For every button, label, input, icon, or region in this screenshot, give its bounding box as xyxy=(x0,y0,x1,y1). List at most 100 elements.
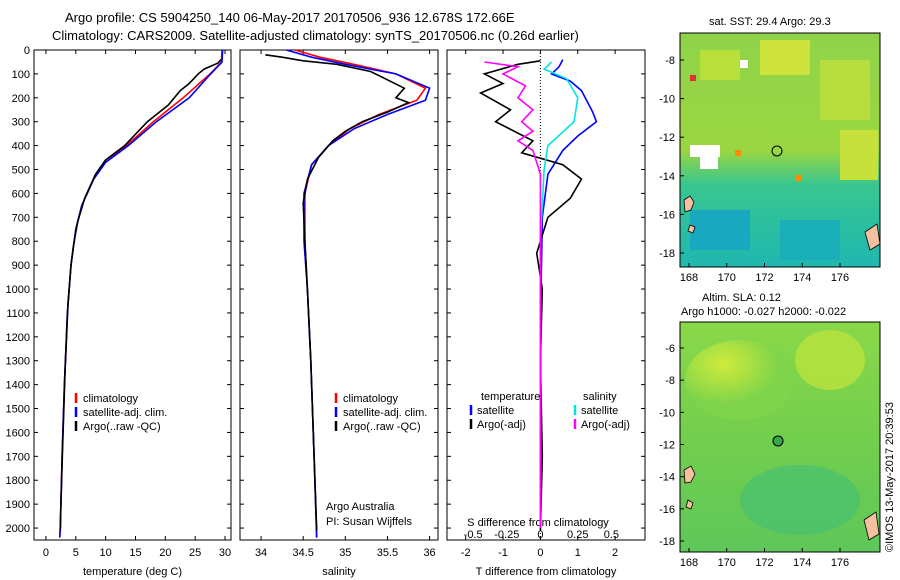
map-y-label: -16 xyxy=(659,209,675,221)
annotation-text: PI: Susan Wijffels xyxy=(326,516,412,528)
y-tick-label: 1900 xyxy=(6,499,30,511)
sst-argo-marker xyxy=(771,145,783,157)
x-tick-label: 34 xyxy=(255,547,267,559)
legend-label: Argo(-adj) xyxy=(581,419,630,431)
sla-argo-marker xyxy=(772,435,784,447)
plot-frame xyxy=(446,49,646,541)
map-y-label: -10 xyxy=(659,407,675,419)
y-tick-label: 1500 xyxy=(6,404,30,416)
x-tick-label: 36 xyxy=(423,547,435,559)
map-y-label: -10 xyxy=(659,94,675,106)
map-y-label: -18 xyxy=(659,248,675,260)
map-y-label: -6 xyxy=(665,343,675,355)
top-tick-label: -0.5 xyxy=(464,529,483,541)
x-tick-label: 0 xyxy=(537,547,543,559)
sla-map-y-ticks: -6 -8 -10 -12 -14 -16 -18 xyxy=(659,343,684,548)
y-tick-label: 900 xyxy=(12,260,30,272)
legend-label: satellite xyxy=(581,405,618,417)
map-x-label: 174 xyxy=(793,272,811,284)
header-line-2: Climatology: CARS2009. Satellite-adjuste… xyxy=(52,28,579,43)
legend-label: temperature xyxy=(481,391,540,403)
sla-map-land xyxy=(683,465,880,541)
annotation-text: Argo Australia xyxy=(326,501,395,513)
sla-map-high xyxy=(685,340,795,420)
y-tick-label: 1100 xyxy=(6,308,30,320)
x-tick-label: 25 xyxy=(189,547,201,559)
sst-map-frame xyxy=(679,32,881,268)
y-tick-label: 1300 xyxy=(6,356,30,368)
sst-map-patches xyxy=(690,40,878,260)
y-tick-label: 1200 xyxy=(6,332,30,344)
map-x-label: 172 xyxy=(755,272,773,284)
legend-label: climatology xyxy=(343,393,399,405)
series-line xyxy=(539,59,598,528)
map-x-label: 174 xyxy=(793,557,811,569)
y-tick-label: 0 xyxy=(24,45,30,57)
x-tick-label: 30 xyxy=(219,547,231,559)
series-line xyxy=(484,61,542,528)
map-x-label: 176 xyxy=(831,272,849,284)
map-x-label: 168 xyxy=(680,272,698,284)
legend-label: Argo(..raw -QC) xyxy=(343,421,421,433)
sla-map-frame xyxy=(679,321,881,553)
y-tick-label: 500 xyxy=(12,165,30,177)
header-line-1: Argo profile: CS 5904250_140 06-May-2017… xyxy=(65,10,515,25)
x-tick-label: 35.5 xyxy=(377,547,398,559)
x-axis-label: T difference from climatology xyxy=(476,566,617,578)
salinity-profile-panel: 34 34.5 35 35.5 36 salinity climatology satelli… xyxy=(239,49,439,578)
y-tick-label: 600 xyxy=(12,188,30,200)
legend-label: Argo(-adj) xyxy=(477,419,526,431)
sst-map-title: sat. SST: 29.4 Argo: 29.3 xyxy=(709,16,831,28)
top-tick-label: 0 xyxy=(537,529,543,541)
imos-credit: ©IMOS 13-May-2017 20:39:53 xyxy=(884,402,896,552)
x-tick-label: 15 xyxy=(129,547,141,559)
map-y-label: -12 xyxy=(659,440,675,452)
x-tick-label: -2 xyxy=(461,547,471,559)
sst-map-x-ticks: 168 170 172 174 176 xyxy=(680,263,849,284)
sla-map-x-ticks: 168 170 172 174 176 xyxy=(680,548,849,569)
legend-label: satellite-adj. clim. xyxy=(343,407,427,419)
plot-frame xyxy=(33,49,232,541)
y-tick-label: 1000 xyxy=(6,284,30,296)
series-line xyxy=(265,54,411,531)
top-tick-label: 0.25 xyxy=(567,529,588,541)
x-tick-label: 1 xyxy=(575,547,581,559)
y-tick-label: 400 xyxy=(12,141,30,153)
sst-map-panel: sat. SST: 29.4 Argo: 29.3 -8 -10 -12 -14 -16… xyxy=(659,16,881,284)
x-tick-label: 20 xyxy=(159,547,171,559)
legend-label: satellite xyxy=(477,405,514,417)
y-tick-label: 1400 xyxy=(6,380,30,392)
x-tick-label: 35 xyxy=(339,547,351,559)
sla-map-panel: Altim. SLA: 0.12 Argo h1000: -0.027 h200… xyxy=(659,292,881,569)
map-x-label: 170 xyxy=(718,557,736,569)
map-y-label: -8 xyxy=(665,375,675,387)
sla-map-title: Altim. SLA: 0.12 xyxy=(702,292,781,304)
x-tick-label: 5 xyxy=(73,547,79,559)
map-x-label: 170 xyxy=(718,272,736,284)
series-line xyxy=(59,59,222,531)
sla-map-low xyxy=(740,465,860,535)
difference-profile-panel: -2 -1 0 1 2 T difference from climatology S di… xyxy=(446,49,646,578)
y-tick-label: 800 xyxy=(12,236,30,248)
map-y-label: -18 xyxy=(659,536,675,548)
sst-map-y-ticks: -8 -10 -12 -14 -16 -18 xyxy=(659,55,684,260)
map-x-label: 176 xyxy=(831,557,849,569)
x-tick-label: 2 xyxy=(612,547,618,559)
x-tick-label: 10 xyxy=(100,547,112,559)
top-tick-label: 0.5 xyxy=(604,529,619,541)
plot-frame xyxy=(239,49,439,541)
sla-map-high-2 xyxy=(795,330,865,390)
y-tick-label: 700 xyxy=(12,212,30,224)
map-y-label: -8 xyxy=(665,55,675,67)
map-y-label: -12 xyxy=(659,132,675,144)
x-tick-label: -1 xyxy=(498,547,508,559)
y-tick-label: 1700 xyxy=(6,451,30,463)
series-line xyxy=(478,60,583,531)
y-tick-label: 1600 xyxy=(6,427,30,439)
y-tick-label: 1800 xyxy=(6,475,30,487)
x-axis-label: salinity xyxy=(322,566,356,578)
y-tick-label: 100 xyxy=(12,69,30,81)
legend-label: satellite-adj. clim. xyxy=(83,407,167,419)
y-tick-label: 2000 xyxy=(6,523,30,535)
